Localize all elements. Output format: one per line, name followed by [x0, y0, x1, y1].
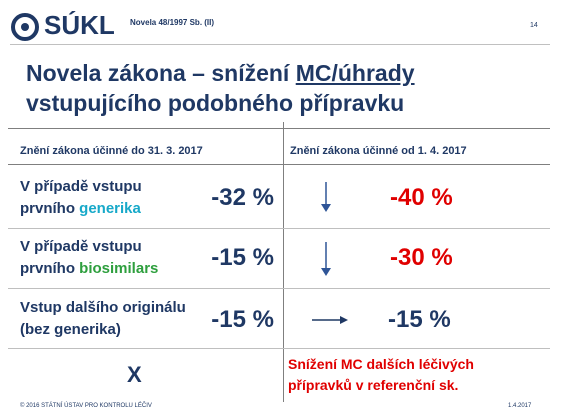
new-value: -15 % — [388, 306, 451, 333]
table-rule — [8, 348, 550, 349]
old-value: -15 % — [211, 244, 274, 271]
label-line: V případě vstupu — [20, 178, 142, 195]
new-value: -40 % — [390, 184, 453, 211]
new-note: Snížení MC dalších léčivých přípravků v r… — [288, 354, 474, 396]
new-value: -30 % — [390, 244, 453, 271]
page-number: 14 — [530, 22, 538, 29]
highlight: generika — [79, 200, 141, 217]
arrow-down — [321, 242, 331, 276]
label-line: V případě vstupu — [20, 238, 142, 255]
row-label: V případě vstupu prvního biosimilars — [20, 236, 158, 280]
row-label: Vstup dalšího originálu (bez generika) — [20, 297, 186, 341]
row-label: V případě vstupu prvního generika — [20, 176, 142, 220]
title: Novela zákona – snížení MC/úhrady vstupu… — [26, 58, 415, 118]
old-value: X — [127, 362, 142, 387]
note-line: Snížení MC dalších léčivých — [288, 356, 474, 372]
header-subtitle: Novela 48/1997 Sb. (II) — [130, 18, 215, 27]
note-line: přípravků v referenční sk. — [288, 377, 459, 393]
label-line: prvního — [20, 200, 75, 217]
label-line: Vstup dalšího originálu — [20, 299, 186, 316]
arrow-down — [321, 182, 331, 212]
header-rule — [10, 44, 550, 45]
title-text: Novela zákona – snížení — [26, 60, 290, 86]
old-value: -15 % — [211, 306, 274, 333]
table-rule — [8, 288, 550, 289]
title-underlined: MC/úhrady — [295, 60, 415, 86]
logo-text: SÚKL — [44, 10, 115, 40]
arrow-right — [312, 316, 348, 324]
old-value: -32 % — [211, 184, 274, 211]
table-rule — [8, 228, 550, 229]
table-rule — [8, 164, 550, 165]
label-line: (bez generika) — [20, 321, 121, 338]
label-line: prvního — [20, 260, 75, 277]
title-text: vstupujícího podobného přípravku — [26, 90, 405, 116]
column-header: Znění zákona účinné do 31. 3. 2017 — [20, 145, 203, 157]
logo-icon — [11, 13, 39, 41]
table-rule — [8, 128, 550, 129]
highlight: biosimilars — [79, 260, 159, 277]
column-divider — [283, 122, 284, 402]
footer-left: © 2016 STÁTNÍ ÚSTAV PRO KONTROLU LÉČIV — [20, 403, 152, 409]
column-header: Znění zákona účinné od 1. 4. 2017 — [290, 145, 467, 157]
footer-right: 1.4.2017 — [508, 403, 532, 409]
